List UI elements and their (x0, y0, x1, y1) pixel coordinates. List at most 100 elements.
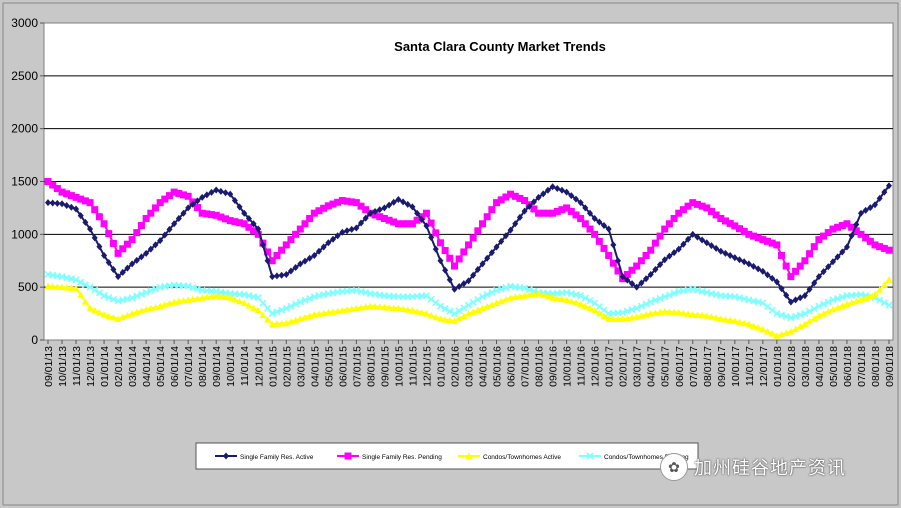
data-point (806, 307, 814, 315)
data-point (824, 229, 832, 237)
data-point (703, 312, 711, 319)
data-point (675, 309, 683, 316)
data-point (871, 241, 879, 249)
data-point (381, 204, 388, 212)
data-point (521, 207, 528, 215)
x-tick-label: 07/01/17 (688, 346, 700, 387)
data-point (408, 220, 416, 228)
data-point (726, 316, 734, 324)
data-point (698, 202, 706, 210)
data-point (344, 227, 351, 235)
data-point (689, 311, 697, 318)
x-tick-label: 06/01/16 (506, 346, 518, 387)
data-point (409, 203, 416, 211)
data-point (231, 197, 238, 205)
x-tick-label: 01/01/18 (772, 346, 784, 387)
data-point (829, 258, 836, 266)
data-point (278, 246, 286, 254)
data-point (838, 222, 846, 230)
data-point (693, 200, 701, 208)
data-point (101, 251, 108, 259)
data-point (72, 276, 80, 284)
data-point (735, 225, 743, 233)
data-point (726, 219, 734, 227)
data-point (567, 297, 575, 305)
data-point (474, 306, 482, 314)
data-point (624, 276, 631, 284)
data-point (759, 267, 766, 275)
data-point (540, 190, 547, 198)
data-point (862, 234, 870, 242)
data-point (628, 306, 636, 314)
data-point (609, 315, 617, 322)
data-point (815, 302, 823, 310)
data-point (610, 241, 617, 249)
data-point (885, 276, 893, 283)
data-point (109, 313, 117, 321)
data-point (446, 316, 454, 324)
data-point (768, 306, 776, 314)
data-point (834, 304, 842, 311)
data-point (436, 239, 444, 247)
x-tick-label: 08/01/16 (534, 346, 546, 387)
data-point (437, 257, 444, 265)
data-point (404, 306, 412, 313)
data-point (297, 260, 304, 268)
data-point (259, 241, 266, 249)
data-point (637, 257, 645, 265)
data-point (731, 222, 739, 230)
data-point (446, 307, 454, 315)
data-point (151, 204, 159, 212)
data-point (652, 266, 659, 274)
data-point (110, 266, 117, 274)
data-point (651, 296, 659, 304)
data-point (250, 227, 258, 235)
data-point (820, 300, 828, 308)
data-point (577, 300, 585, 308)
data-point (404, 200, 411, 208)
data-point (77, 278, 85, 286)
data-point (582, 204, 589, 212)
data-point (353, 224, 360, 232)
data-point (143, 249, 150, 257)
x-tick-label: 02/01/15 (281, 346, 293, 387)
data-point (138, 253, 145, 261)
data-point (105, 259, 112, 267)
data-point (609, 259, 617, 267)
legend-swatch-marker (586, 452, 594, 460)
data-point (806, 285, 813, 293)
x-tick-label: 06/01/17 (674, 346, 686, 387)
data-point (329, 200, 337, 208)
x-tick-label: 09/01/15 (379, 346, 391, 387)
data-point (810, 315, 818, 322)
data-point (268, 257, 276, 265)
data-point (783, 291, 790, 299)
data-point (796, 262, 804, 270)
data-point (442, 266, 449, 274)
data-point (73, 205, 80, 213)
data-point (521, 197, 529, 205)
data-point (395, 195, 402, 203)
data-point (764, 271, 771, 279)
data-point (292, 263, 299, 271)
data-point (815, 312, 823, 319)
data-point (227, 190, 234, 198)
data-point (109, 295, 117, 303)
data-point (338, 197, 346, 205)
data-point (273, 320, 281, 327)
data-point (862, 294, 870, 302)
x-tick-label: 01/01/14 (99, 346, 111, 387)
x-tick-label: 08/01/18 (870, 346, 882, 387)
data-point (848, 232, 855, 240)
data-point (525, 286, 533, 294)
data-point (727, 251, 734, 259)
data-point (100, 220, 108, 228)
data-point (516, 194, 524, 202)
legend: Single Family Res. Active Single Family R… (215, 452, 689, 461)
data-point (268, 320, 276, 328)
data-point (81, 197, 89, 205)
data-point (301, 220, 309, 228)
data-point (801, 310, 809, 318)
data-point (591, 230, 599, 238)
y-tick-label: 2000 (11, 122, 38, 136)
